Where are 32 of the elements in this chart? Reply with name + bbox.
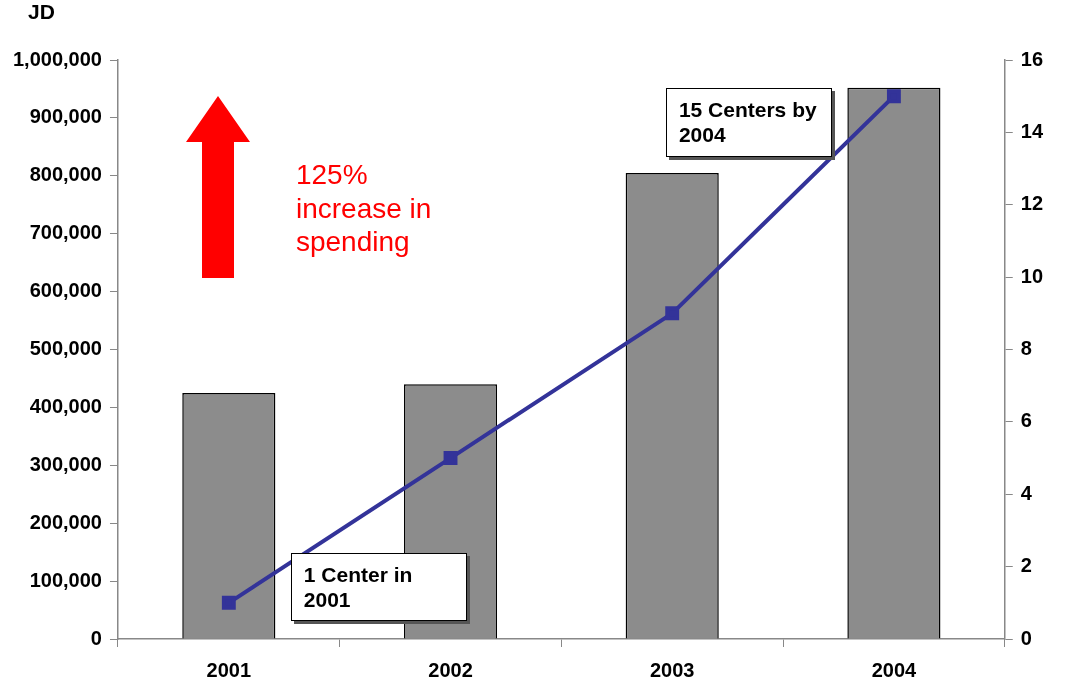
point <box>886 89 901 104</box>
y-tick-label: 0 <box>90 626 102 649</box>
y-tick-label: 400,000 <box>29 394 102 417</box>
y2-tick-label: 8 <box>1020 337 1032 360</box>
y2-tick-label: 10 <box>1020 264 1043 287</box>
y2-tick-label: 2 <box>1020 554 1032 577</box>
y-axis-title: JD <box>27 0 55 24</box>
x-tick-label: 2002 <box>428 658 473 681</box>
y-tick-label: 500,000 <box>29 337 102 360</box>
y2-tick-label: 6 <box>1020 409 1032 432</box>
point <box>443 451 458 466</box>
annotation: 125% increase in spending <box>295 158 433 259</box>
x-tick-label: 2001 <box>206 658 252 681</box>
y-tick-label: 800,000 <box>29 163 102 186</box>
point <box>221 595 236 610</box>
y2-tick-label: 12 <box>1020 192 1043 215</box>
y2-tick-label: 14 <box>1020 119 1044 142</box>
callout: 15 Centers by 2004 <box>665 88 832 157</box>
y-tick-label: 900,000 <box>29 105 102 128</box>
callout: 1 Center in 2001 <box>290 552 467 622</box>
y-tick-label: 300,000 <box>29 452 102 475</box>
y2-tick-label: 0 <box>1020 626 1032 649</box>
y2-tick-label: 16 <box>1020 47 1043 70</box>
point <box>665 306 680 321</box>
x-tick-label: 2003 <box>649 658 695 681</box>
y-tick-label: 200,000 <box>29 510 102 533</box>
y-tick-label: 1,000,000 <box>12 47 102 70</box>
y-tick-label: 700,000 <box>29 221 102 244</box>
y-tick-label: 100,000 <box>29 568 102 591</box>
x-tick-label: 2004 <box>871 658 918 681</box>
y-tick-label: 600,000 <box>29 279 102 302</box>
y2-tick-label: 4 <box>1020 481 1033 504</box>
